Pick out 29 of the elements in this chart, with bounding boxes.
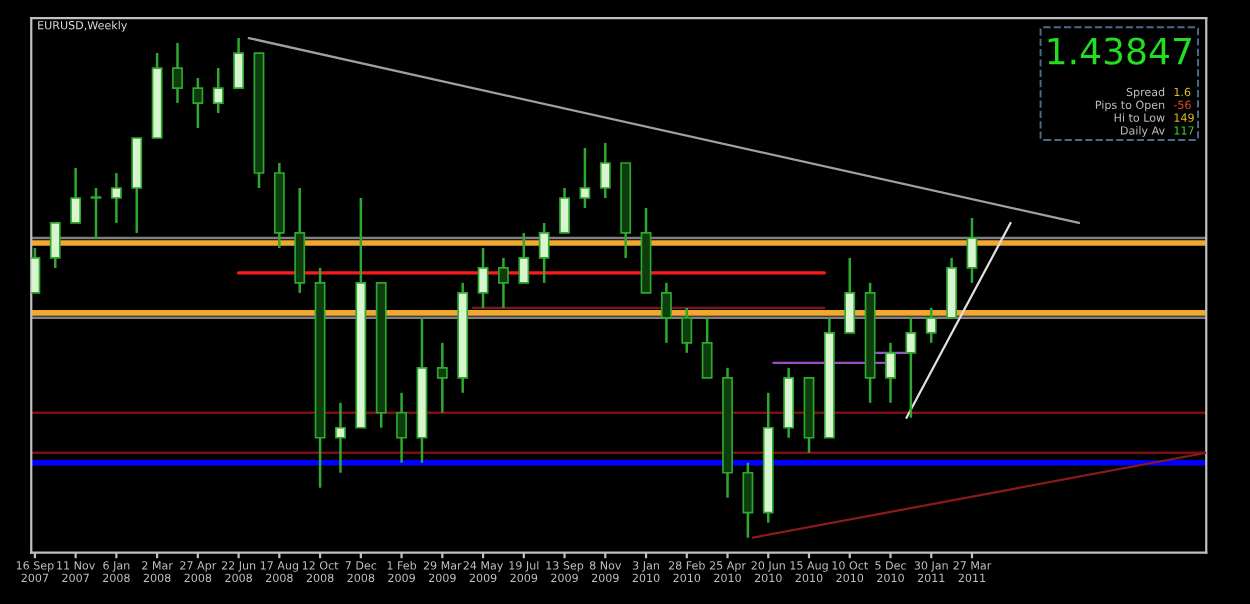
candlestick	[110, 171, 122, 225]
candlestick	[31, 246, 41, 295]
candlestick	[905, 316, 917, 420]
candlestick	[172, 41, 183, 105]
candlestick	[844, 256, 856, 335]
candlestick	[192, 76, 204, 130]
candlestick	[498, 256, 509, 310]
candlestick	[701, 316, 713, 380]
candlestick	[966, 216, 978, 285]
candlestick	[660, 281, 672, 345]
candlestick	[925, 306, 937, 345]
candlestick	[681, 306, 693, 355]
candlestick	[49, 221, 61, 270]
candlestick	[559, 186, 570, 235]
candlestick	[518, 231, 530, 285]
candlestick	[212, 66, 224, 115]
candlestick	[90, 186, 102, 240]
candlestick	[477, 246, 489, 310]
candlestick	[436, 341, 448, 415]
candlestick	[233, 36, 245, 90]
candlestick	[335, 401, 346, 474]
candlestick	[885, 341, 896, 405]
candlestick	[742, 461, 754, 539]
candlestick	[538, 221, 550, 285]
candlestick	[599, 141, 611, 200]
candlestick	[396, 391, 407, 464]
candlestick	[579, 146, 591, 210]
candlestick	[70, 166, 82, 225]
annotation: 1.43847	[1048, 37, 1191, 65]
